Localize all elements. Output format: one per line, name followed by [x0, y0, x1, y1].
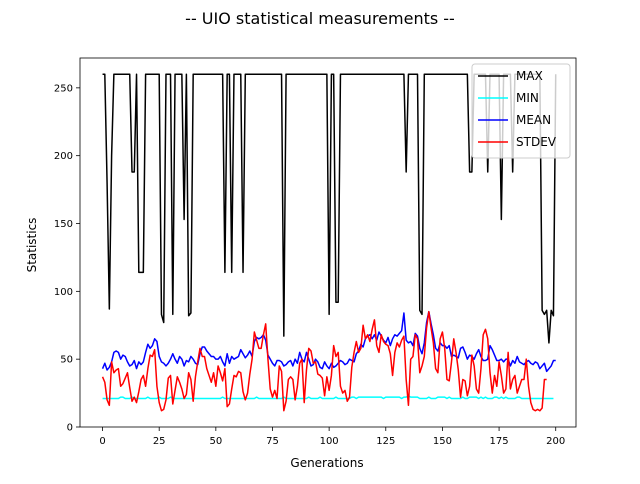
x-tick-label: 25 [153, 436, 166, 447]
legend-box [471, 63, 571, 159]
x-tick-label: 75 [266, 436, 279, 447]
x-axis-label: Generations [290, 456, 363, 470]
y-tick-label: 100 [54, 287, 73, 298]
x-tick-label: 50 [209, 436, 222, 447]
y-tick-label: 250 [54, 83, 73, 94]
x-tick-label: 0 [99, 436, 105, 447]
plot-area: 0 25 50 75 100 125 150 175 200 0 50 100 150 200 250 MAX… [54, 57, 577, 447]
series-line-stdev [101, 310, 547, 412]
y-tick-label: 150 [54, 219, 73, 230]
x-tick-label: 100 [320, 436, 339, 447]
axes-frame [79, 57, 577, 428]
legend-label-min: MIN [516, 91, 539, 105]
legend-label-stdev: STDEV [516, 135, 557, 149]
legend-label-mean: MEAN [516, 113, 551, 127]
x-tick-label: 200 [546, 436, 565, 447]
chart-title: -- UIO statistical measurements -- [185, 9, 455, 28]
y-axis-label: Statistics [25, 218, 39, 273]
x-tick-label: 125 [376, 436, 395, 447]
x-tick-label: 150 [433, 436, 452, 447]
legend-label-max: MAX [516, 69, 543, 83]
y-tick-label: 50 [60, 355, 73, 366]
y-tick-label: 0 [67, 423, 73, 434]
x-tick-label: 175 [490, 436, 509, 447]
y-tick-label: 200 [54, 151, 73, 162]
series-line-min [102, 395, 554, 400]
series-line-mean [101, 310, 556, 373]
